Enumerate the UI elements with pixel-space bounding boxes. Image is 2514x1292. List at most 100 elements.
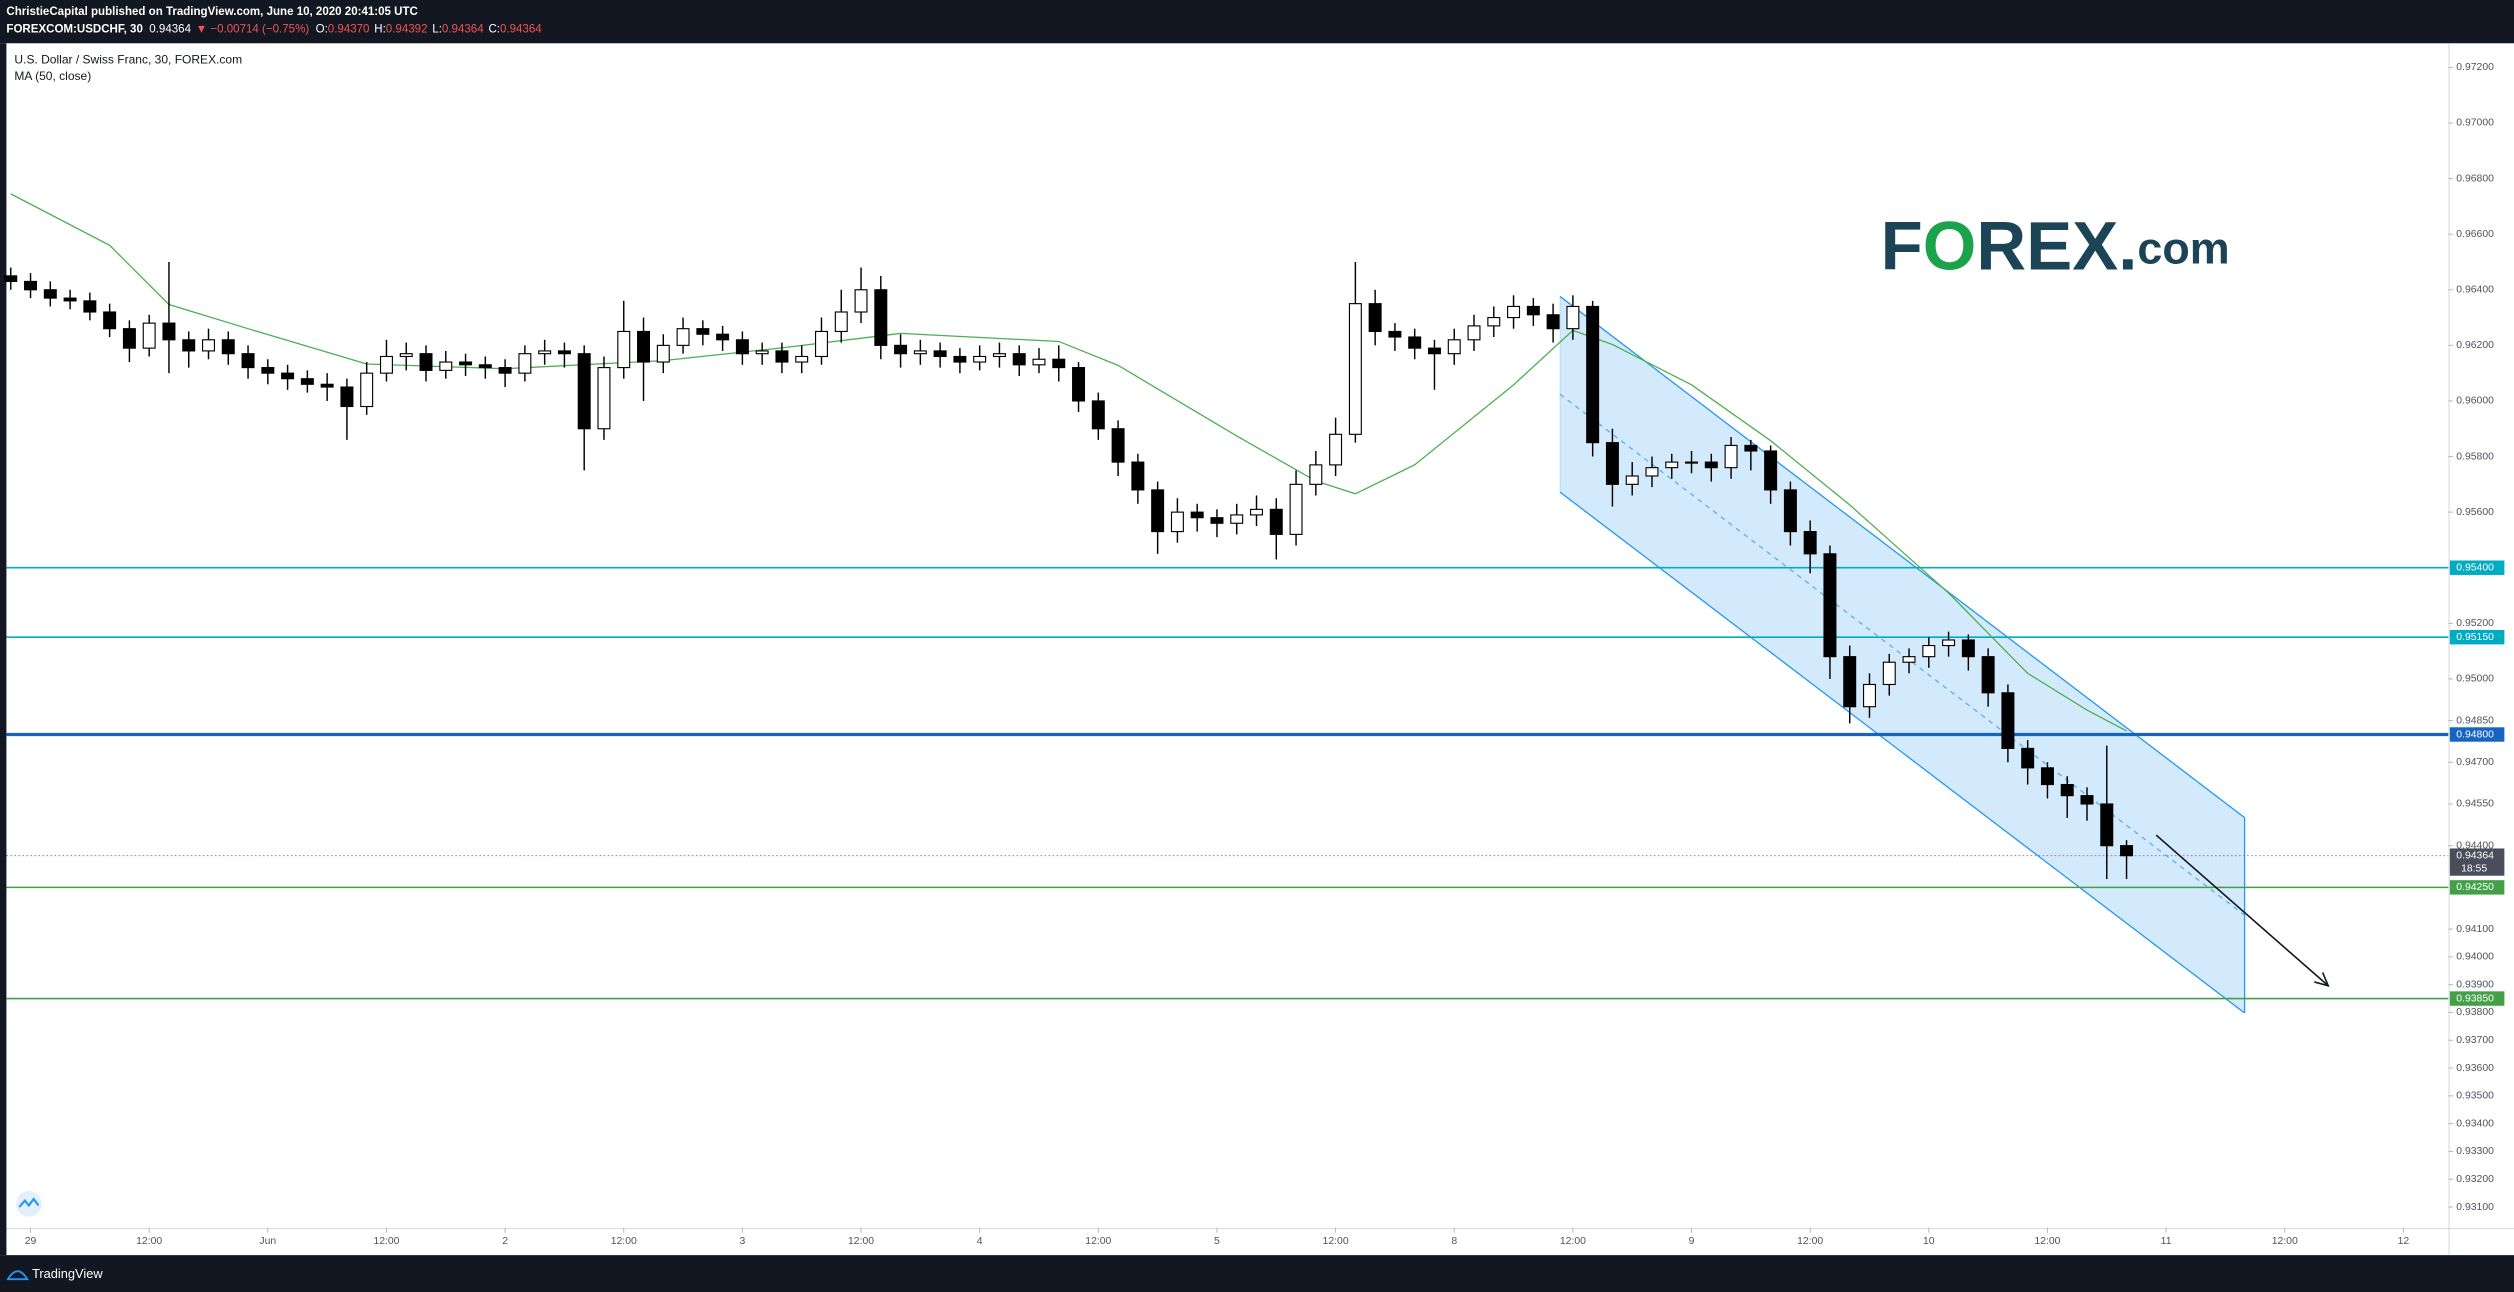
candle-body [814, 330, 828, 358]
arrow-head [2314, 972, 2330, 987]
x-tick-label: 12:00 [373, 1236, 399, 1247]
ohlc-value: 0.94392 [386, 24, 428, 36]
x-tick-label: 12:00 [1323, 1236, 1349, 1247]
candle-body [2100, 803, 2114, 847]
candle-body [1526, 305, 1540, 316]
y-tick-label: 0.94550 [2456, 799, 2494, 810]
candle-body [1151, 489, 1165, 533]
y-tick-label: 0.94400 [2456, 840, 2494, 851]
candle-body [617, 330, 631, 369]
candle-body [992, 353, 1006, 358]
candle-body [1625, 475, 1639, 485]
candle-body [379, 355, 393, 374]
countdown-label: 18:55 [2461, 863, 2487, 874]
candle-body [538, 350, 552, 355]
y-tick-label: 0.94850 [2456, 715, 2494, 726]
candle-body [1230, 514, 1244, 524]
candle-body [1744, 444, 1758, 452]
x-tick-label: 5 [1214, 1236, 1220, 1247]
candle-body [1902, 656, 1916, 663]
level-tag [2449, 880, 2505, 895]
candle-body [1210, 517, 1224, 524]
candle-body [1408, 336, 1422, 349]
candle-body [913, 350, 927, 355]
candle-body [261, 367, 275, 374]
y-tick-label: 0.96000 [2456, 396, 2494, 407]
candle-body [2040, 767, 2054, 786]
candle-body [775, 350, 789, 363]
candle-body [1348, 303, 1362, 435]
candle-body [1368, 303, 1382, 333]
candle-body [122, 328, 136, 349]
logo-letter: o [2162, 223, 2189, 274]
ohlc-label: L: [432, 24, 442, 36]
ma-legend: MA (50, close) [14, 69, 91, 83]
candle-body [1685, 461, 1699, 464]
level-tag-label: 0.95150 [2456, 632, 2494, 643]
level-tag [2449, 727, 2505, 742]
candle-body [1250, 508, 1263, 516]
candle-body [755, 350, 769, 355]
x-tick-label: 3 [739, 1236, 745, 1247]
candle-body [221, 339, 235, 355]
logo-letter: c [2137, 223, 2162, 274]
candle-body [1862, 683, 1876, 708]
symbol: FOREXCOM:USDCHF, 30 [6, 24, 142, 36]
candle-body [103, 311, 117, 330]
candle-body [24, 280, 38, 291]
current-price-tag [2449, 848, 2505, 876]
candle-body [557, 350, 571, 355]
candle-body [1605, 442, 1619, 485]
candle-body [716, 333, 730, 341]
candle-body [1922, 644, 1936, 658]
watermark-logo: FOREX.com [1881, 208, 2230, 285]
y-tick-label: 0.93500 [2456, 1091, 2494, 1102]
channel-upper [1559, 295, 2245, 819]
candle-body [1012, 353, 1026, 366]
candle-body [1823, 553, 1837, 658]
candle-body [1961, 639, 1975, 658]
candle-body [498, 367, 512, 374]
candle-body [1111, 428, 1125, 463]
candle-body [1190, 511, 1204, 519]
candle-body [63, 297, 77, 302]
candle-body [735, 339, 749, 355]
ohlc-value: 0.94364 [500, 24, 542, 36]
y-tick-label: 0.95600 [2456, 507, 2494, 518]
candle-body [597, 367, 611, 430]
logo-letter: O [1923, 208, 1977, 285]
ohlc-value: 0.94364 [442, 24, 484, 36]
trend-arrow [2155, 834, 2329, 987]
y-tick-label: 0.95800 [2456, 451, 2494, 462]
logo-letter: E [2026, 208, 2072, 285]
candle-body [182, 339, 196, 352]
x-tick-label: 12:00 [2034, 1236, 2060, 1247]
x-tick-label: 12:00 [2272, 1236, 2298, 1247]
icon-wave [18, 1197, 40, 1208]
x-tick-label: 10 [1923, 1236, 1935, 1247]
logo-letter: R [1976, 208, 2026, 285]
candle-body [1052, 358, 1066, 369]
candle-body [360, 372, 374, 408]
candle-body [1843, 656, 1857, 708]
x-tick-label: 29 [25, 1236, 37, 1247]
candle-body [696, 328, 710, 335]
ohlc-label: H: [374, 24, 386, 36]
candle-body [4, 275, 18, 282]
candle-body [241, 353, 255, 369]
candle-body [281, 372, 295, 380]
bottom-bar [0, 1255, 2514, 1292]
candle-body [43, 289, 57, 299]
brand-icon [6, 1270, 29, 1281]
y-tick-label: 0.93700 [2456, 1035, 2494, 1046]
y-tick-label: 0.96600 [2456, 229, 2494, 240]
candle-body [142, 322, 156, 349]
candle-body [518, 353, 532, 374]
x-tick-label: 8 [1451, 1236, 1457, 1247]
candle-body [854, 289, 868, 313]
candle-body [1566, 305, 1580, 330]
candle-body [1170, 511, 1184, 533]
